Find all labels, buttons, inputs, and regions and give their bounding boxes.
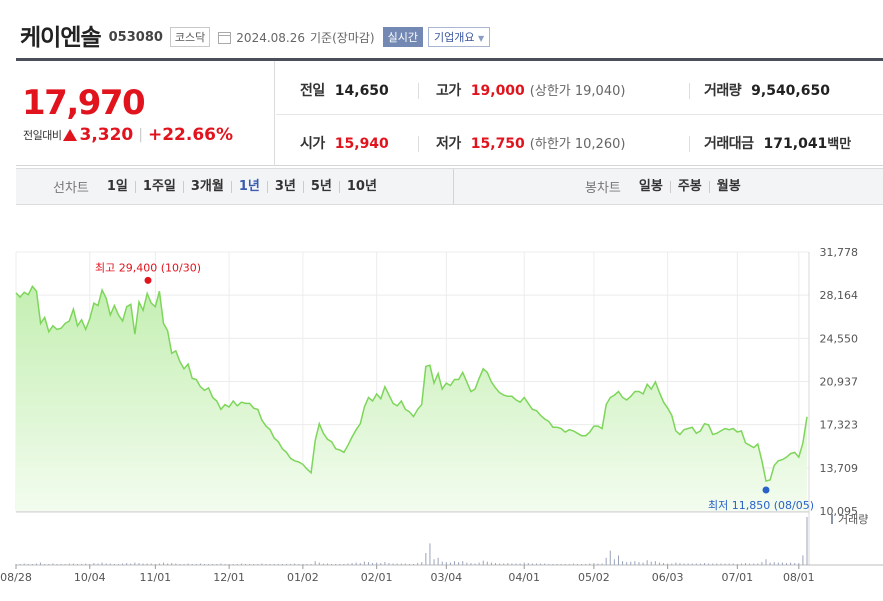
amount-unit: 백만	[827, 137, 852, 152]
candle-chart-label: 봉차트	[585, 181, 621, 196]
change-percent: +22.66%	[147, 125, 234, 145]
x-tick-label: 08/28	[0, 571, 32, 584]
volume-label: 거래량	[704, 83, 742, 99]
high-value: 19,000	[470, 83, 525, 99]
volume-cell: 거래량 9,540,650	[704, 80, 830, 100]
y-tick-label: 20,937	[820, 376, 859, 389]
up-triangle-icon	[63, 129, 78, 141]
low-label: 저가	[436, 136, 461, 152]
period-tab-5y[interactable]: 5년	[302, 180, 339, 193]
period-tab-3m[interactable]: 3개월	[182, 180, 231, 193]
volume-bars: 거래량	[15, 513, 868, 565]
chart-annotations: 최고 29,400 (10/30) 최저 11,850 (08/05)	[95, 261, 814, 512]
period-tab-1y[interactable]: 1년	[230, 180, 267, 193]
price-chart: 31,778 28,164 24,550 20,937 17,323 13,709 10,0…	[0, 246, 883, 584]
amount-cell: 거래대금 171,041백만	[704, 133, 851, 153]
change-amount: 3,320	[79, 125, 134, 145]
divider	[418, 136, 419, 152]
y-tick-label: 13,709	[820, 462, 859, 475]
low-annotation: 최저 11,850 (08/05)	[708, 499, 814, 512]
divider	[453, 169, 454, 204]
volume-value: 9,540,650	[751, 83, 830, 99]
y-tick-label: 17,323	[820, 419, 859, 432]
period-tab-10y[interactable]: 10년	[338, 180, 384, 193]
x-tick-label: 12/01	[213, 571, 245, 584]
x-tick-label: 03/04	[430, 571, 462, 584]
upper-limit: (상한가 19,040)	[529, 84, 626, 99]
candle-chart-periods: 봉차트 일봉 주봉 월봉	[585, 169, 748, 204]
market-badge: 코스닥	[169, 27, 211, 47]
price-line	[15, 285, 808, 483]
y-tick-label: 24,550	[820, 332, 859, 345]
x-tick-label: 10/04	[74, 571, 106, 584]
amount-label: 거래대금	[704, 136, 754, 152]
price-summary: 17,970 전일대비 3,320 | +22.66% 전일 14,650 고가 1…	[16, 58, 883, 166]
divider	[689, 136, 690, 152]
prev-close-label: 전일	[300, 83, 325, 99]
prev-close-value: 14,650	[334, 83, 389, 99]
lower-limit: (하한가 10,260)	[529, 137, 626, 152]
candle-tab-weekly[interactable]: 주봉	[669, 180, 709, 193]
high-label: 고가	[436, 83, 461, 99]
open-value: 15,940	[334, 136, 389, 152]
x-tick-label: 08/01	[783, 571, 815, 584]
quote-date: 2024.08.26	[236, 30, 306, 45]
period-tab-3y[interactable]: 3년	[266, 180, 303, 193]
y-axis: 31,778 28,164 24,550 20,937 17,323 13,709 10,0…	[820, 246, 859, 518]
open-cell: 시가 15,940	[300, 133, 389, 153]
x-tick-label: 01/02	[287, 571, 319, 584]
current-price: 17,970	[22, 83, 146, 123]
period-tab-1w[interactable]: 1주일	[134, 180, 183, 193]
amount-value: 171,041	[763, 136, 828, 152]
period-tab-1d[interactable]: 1일	[106, 178, 128, 194]
chevron-down-icon: ▼	[477, 34, 485, 43]
volume-legend-swatch	[831, 514, 833, 524]
line-chart-label: 선차트	[53, 181, 89, 196]
volume-label: 거래량	[838, 513, 868, 526]
stock-name: 케이엔솔	[20, 25, 102, 51]
line-chart-periods: 선차트 1일 1주일 3개월 1년 3년 5년 10년	[53, 169, 384, 204]
y-tick-label: 31,778	[820, 246, 859, 259]
company-info-label: 기업개요	[433, 31, 475, 44]
low-cell: 저가 15,750 (하한가 10,260)	[436, 133, 625, 153]
company-info-dropdown[interactable]: 기업개요 ▼	[427, 27, 491, 47]
current-price-panel: 17,970 전일대비 3,320 | +22.66%	[16, 61, 275, 166]
high-marker	[144, 276, 152, 284]
calendar-icon	[218, 31, 232, 44]
x-tick-label: 05/02	[578, 571, 610, 584]
divider	[418, 83, 419, 99]
open-label: 시가	[300, 136, 325, 152]
candle-tab-monthly[interactable]: 월봉	[708, 180, 748, 193]
divider	[689, 83, 690, 99]
y-tick-label: 10,095	[820, 505, 859, 518]
y-tick-label: 28,164	[820, 289, 859, 302]
stock-code: 053080	[108, 30, 163, 45]
x-tick-label: 06/03	[652, 571, 684, 584]
x-tick-label: 02/01	[361, 571, 393, 584]
realtime-button[interactable]: 실시간	[382, 27, 423, 47]
price-change: 전일대비 3,320 | +22.66%	[23, 125, 233, 145]
low-value: 15,750	[470, 136, 525, 152]
high-cell: 고가 19,000 (상한가 19,040)	[436, 80, 625, 100]
x-axis: 08/28 10/04 11/01 12/01 01/02 02/01 03/04 04/01…	[0, 565, 815, 584]
quote-basis: 기준(장마감)	[310, 31, 375, 45]
divider	[276, 114, 883, 115]
x-tick-label: 11/01	[139, 571, 171, 584]
prev-close-cell: 전일 14,650	[300, 80, 389, 100]
chart-toolbar: 선차트 1일 1주일 3개월 1년 3년 5년 10년 봉차트 일봉 주봉 월봉	[16, 168, 883, 205]
change-label: 전일대비	[23, 129, 62, 142]
high-annotation: 최고 29,400 (10/30)	[95, 261, 201, 274]
x-tick-label: 07/01	[721, 571, 753, 584]
low-marker	[762, 486, 770, 494]
stock-header: 케이엔솔 053080 코스닥 2024.08.26 기준(장마감) 실시간 기…	[20, 18, 491, 52]
price-area	[16, 286, 807, 511]
divider: |	[138, 127, 143, 143]
candle-tab-daily[interactable]: 일봉	[638, 178, 663, 194]
x-tick-label: 04/01	[508, 571, 540, 584]
